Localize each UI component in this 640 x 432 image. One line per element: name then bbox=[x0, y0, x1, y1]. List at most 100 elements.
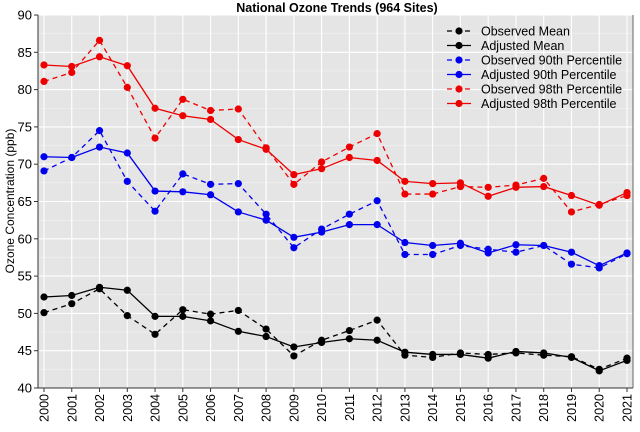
series-line bbox=[43, 287, 628, 371]
y-tick-label: 50 bbox=[18, 306, 32, 321]
data-point bbox=[567, 260, 576, 268]
legend-item: Adjusted 98th Percentile bbox=[447, 97, 617, 111]
data-point bbox=[345, 153, 353, 162]
series-line bbox=[43, 129, 628, 269]
data-point bbox=[318, 228, 326, 236]
data-point bbox=[429, 179, 437, 188]
data-point bbox=[68, 153, 76, 162]
data-point bbox=[179, 312, 187, 320]
legend-label: Observed 90th Percentile bbox=[481, 54, 622, 68]
data-point bbox=[484, 192, 492, 200]
data-point bbox=[206, 317, 215, 325]
y-tick-label: 45 bbox=[18, 343, 32, 358]
data-point bbox=[179, 112, 187, 120]
data-point bbox=[429, 250, 437, 259]
data-point bbox=[567, 248, 576, 256]
legend-marker bbox=[455, 85, 463, 93]
data-point bbox=[484, 354, 492, 362]
legend-label: Adjusted 98th Percentile bbox=[481, 97, 617, 111]
data-point bbox=[595, 201, 603, 209]
data-point bbox=[373, 221, 381, 229]
data-point bbox=[290, 233, 298, 241]
series-line bbox=[43, 146, 628, 267]
legend-marker bbox=[455, 41, 463, 50]
legend-label: Observed 98th Percentile bbox=[481, 83, 622, 97]
data-point bbox=[429, 190, 437, 198]
data-point bbox=[512, 248, 520, 256]
data-point bbox=[567, 208, 576, 216]
legend-label: Observed Mean bbox=[481, 25, 570, 39]
x-tick-label: 2001 bbox=[65, 394, 79, 422]
data-point bbox=[373, 336, 381, 344]
legend-item: Observed Mean bbox=[447, 25, 570, 39]
data-point bbox=[290, 180, 298, 188]
legend-label: Adjusted 90th Percentile bbox=[481, 68, 617, 82]
legend-item: Observed 90th Percentile bbox=[447, 54, 622, 68]
data-point bbox=[401, 238, 409, 247]
data-point bbox=[401, 177, 409, 185]
data-point bbox=[179, 170, 187, 178]
legend-marker bbox=[455, 56, 463, 64]
y-tick-label: 55 bbox=[18, 269, 32, 284]
data-point bbox=[95, 127, 104, 135]
data-point bbox=[401, 190, 409, 198]
data-point bbox=[540, 174, 548, 182]
data-point bbox=[456, 179, 465, 187]
data-point bbox=[123, 62, 131, 70]
data-point bbox=[262, 216, 270, 224]
legend-item: Observed 98th Percentile bbox=[447, 83, 622, 97]
data-point bbox=[40, 293, 48, 301]
data-point bbox=[401, 348, 409, 356]
data-point bbox=[345, 143, 353, 151]
data-point bbox=[595, 367, 603, 375]
x-tick-label: 2002 bbox=[93, 394, 107, 422]
x-tick-label: 2013 bbox=[398, 394, 412, 422]
x-tick-label: 2007 bbox=[232, 394, 246, 422]
data-point bbox=[68, 68, 76, 77]
data-point bbox=[40, 153, 48, 161]
data-point bbox=[456, 350, 465, 359]
data-point bbox=[401, 250, 409, 259]
data-point bbox=[512, 347, 520, 356]
legend-item: Adjusted 90th Percentile bbox=[447, 68, 617, 82]
data-point bbox=[373, 316, 381, 324]
y-tick-label: 75 bbox=[18, 119, 32, 134]
x-tick-label: 2000 bbox=[38, 394, 52, 422]
x-tick-label: 2014 bbox=[426, 394, 440, 422]
data-point bbox=[623, 249, 631, 257]
data-point bbox=[345, 210, 353, 218]
x-tick-label: 2016 bbox=[482, 394, 496, 422]
data-point bbox=[234, 306, 242, 315]
data-point bbox=[262, 145, 270, 153]
data-point bbox=[540, 241, 548, 250]
y-axis-label: Ozone Concentration (ppb) bbox=[3, 129, 17, 274]
y-tick-label: 90 bbox=[18, 8, 32, 23]
chart-title: National Ozone Trends (964 Sites) bbox=[236, 1, 437, 15]
data-point bbox=[623, 356, 631, 364]
data-point bbox=[179, 95, 187, 103]
data-point bbox=[290, 244, 298, 252]
data-point bbox=[290, 352, 298, 360]
data-point bbox=[179, 306, 187, 314]
data-point bbox=[179, 188, 187, 196]
series-layer bbox=[40, 36, 631, 375]
series-adjusted-mean bbox=[40, 283, 631, 375]
data-point bbox=[373, 156, 381, 165]
y-tick-label: 40 bbox=[18, 381, 32, 396]
x-tick-label: 2011 bbox=[343, 394, 357, 421]
data-point bbox=[151, 207, 159, 215]
data-point bbox=[262, 210, 270, 218]
x-tick-label: 2017 bbox=[509, 394, 523, 422]
data-point bbox=[68, 62, 76, 71]
data-point bbox=[318, 338, 326, 347]
data-point bbox=[429, 350, 437, 359]
data-point bbox=[262, 325, 270, 333]
data-point bbox=[95, 36, 104, 44]
data-point bbox=[206, 310, 215, 318]
data-point bbox=[68, 291, 76, 300]
data-point bbox=[151, 312, 159, 320]
data-point bbox=[40, 309, 48, 317]
data-point bbox=[206, 180, 215, 188]
